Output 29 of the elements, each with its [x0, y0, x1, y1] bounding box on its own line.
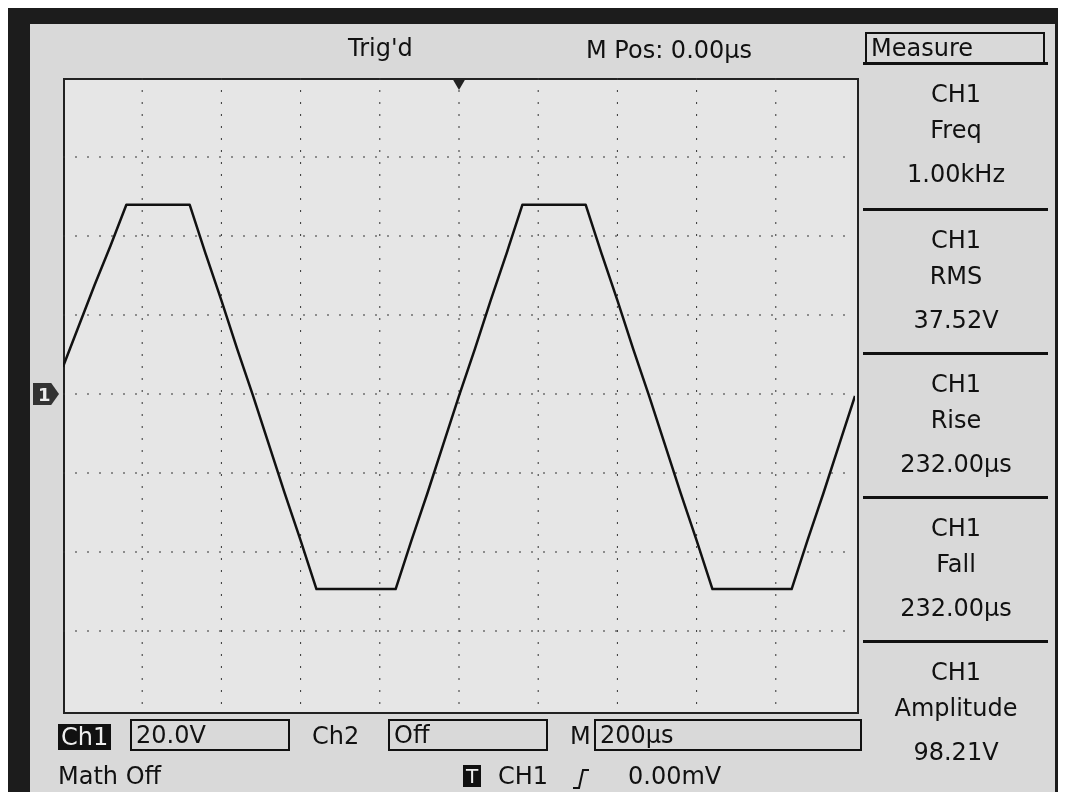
text: Freq [929, 116, 983, 144]
text: M Pos: 0.00µs [586, 36, 753, 64]
text: Math Off [58, 762, 162, 790]
text: CH1 [929, 80, 983, 108]
text: CH1 [929, 658, 983, 686]
text: CH1 [929, 226, 983, 254]
text: Ch1 [58, 723, 112, 751]
text: M [570, 722, 591, 750]
text: CH1 [498, 762, 549, 790]
text: CH1 [929, 370, 983, 398]
text: 20.0V [130, 719, 290, 751]
text: Rise [929, 406, 983, 434]
text: 200µs [594, 719, 862, 751]
text: 1 [38, 384, 51, 405]
text: Fall [935, 550, 977, 578]
text: RMS [928, 262, 984, 290]
text: CH1 [929, 514, 983, 542]
text: T [463, 764, 482, 788]
text: 37.52V [912, 306, 1000, 334]
text: 232.00µs [899, 450, 1013, 478]
text: Trig'd [348, 34, 413, 62]
text: 232.00µs [899, 594, 1013, 622]
text: Measure [865, 32, 1045, 64]
text: Amplitude [893, 694, 1019, 722]
text: Off [388, 719, 548, 751]
text: 0.00mV [628, 762, 722, 790]
text: 1.00kHz [906, 160, 1006, 188]
text: 98.21V [912, 738, 1000, 766]
text: Ch2 [312, 722, 360, 750]
